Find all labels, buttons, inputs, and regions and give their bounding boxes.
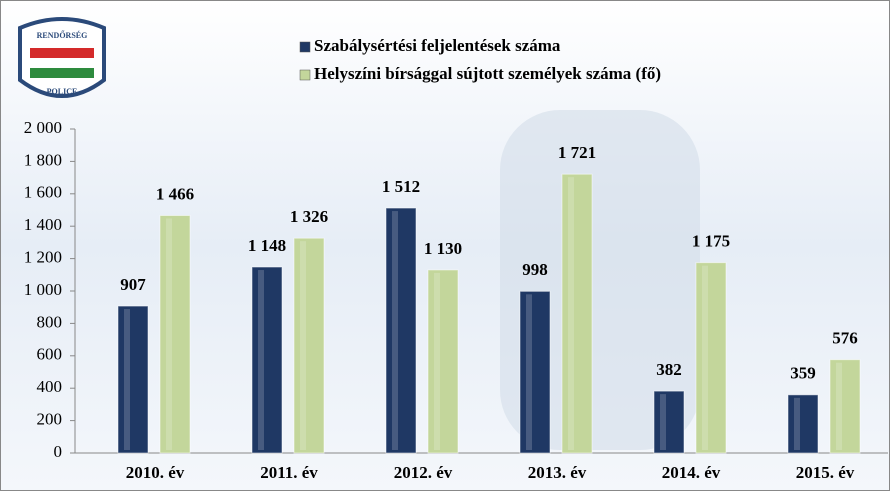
logo-bottom: POLICE <box>47 87 78 96</box>
x-tick-label: 2010. év <box>126 463 185 482</box>
y-tick-label: 1 200 <box>24 248 62 267</box>
bar <box>653 390 685 454</box>
data-label: 1 466 <box>156 184 194 203</box>
x-tick-label: 2011. év <box>260 463 318 482</box>
data-label: 382 <box>656 360 682 379</box>
bar-shine <box>258 270 264 450</box>
y-tick-label: 1 600 <box>24 183 62 202</box>
x-tick-label: 2013. év <box>528 463 587 482</box>
bar-shine <box>794 397 800 450</box>
y-tick-label: 2 000 <box>24 118 62 137</box>
bar-shine <box>702 265 708 450</box>
data-label: 1 326 <box>290 207 328 226</box>
legend-swatch <box>299 69 311 81</box>
legend-label: Helyszíni bírsággal sújtott személyek sz… <box>314 64 661 83</box>
bar-shine <box>526 294 532 450</box>
y-tick-label: 0 <box>54 442 63 461</box>
bar-shine <box>568 177 574 450</box>
data-label: 359 <box>790 364 816 383</box>
data-label: 998 <box>522 260 548 279</box>
bar <box>293 237 325 454</box>
y-tick-label: 600 <box>37 345 63 364</box>
y-tick-label: 1 000 <box>24 280 62 299</box>
bar-shine <box>392 211 398 450</box>
data-label: 1 175 <box>692 232 730 251</box>
legend-label: Szabálysértési feljelentések száma <box>314 36 561 55</box>
bar <box>159 215 191 454</box>
bar <box>561 173 593 454</box>
y-tick-label: 200 <box>37 410 63 429</box>
data-label: 576 <box>832 329 858 348</box>
bar-shine <box>434 272 440 450</box>
bar <box>117 305 149 454</box>
logo-top: RENDŐRSÉG <box>37 30 88 40</box>
bar-shine <box>300 241 306 450</box>
bar <box>427 269 459 454</box>
data-label: 1 721 <box>558 143 596 162</box>
bar <box>787 394 819 454</box>
data-label: 1 130 <box>424 239 462 258</box>
x-tick-label: 2012. év <box>394 463 453 482</box>
bar-shine <box>660 394 666 450</box>
bar-shine <box>836 362 842 450</box>
data-label: 1 148 <box>248 236 286 255</box>
y-tick-label: 1 400 <box>24 215 62 234</box>
bar <box>251 266 283 454</box>
y-tick-label: 800 <box>37 312 63 331</box>
y-tick-label: 400 <box>37 377 63 396</box>
bar <box>695 262 727 454</box>
y-tick-label: 1 800 <box>24 150 62 169</box>
x-tick-label: 2014. év <box>662 463 721 482</box>
x-tick-label: 2015. év <box>796 463 855 482</box>
bar <box>519 290 551 454</box>
legend-swatch <box>299 41 311 53</box>
bar-shine <box>124 309 130 450</box>
data-label: 907 <box>120 275 146 294</box>
data-label: 1 512 <box>382 177 420 196</box>
bar <box>829 359 861 454</box>
logo: RENDŐRSÉG POLICE <box>18 17 106 98</box>
bar <box>385 207 417 454</box>
bar-shine <box>166 218 172 450</box>
